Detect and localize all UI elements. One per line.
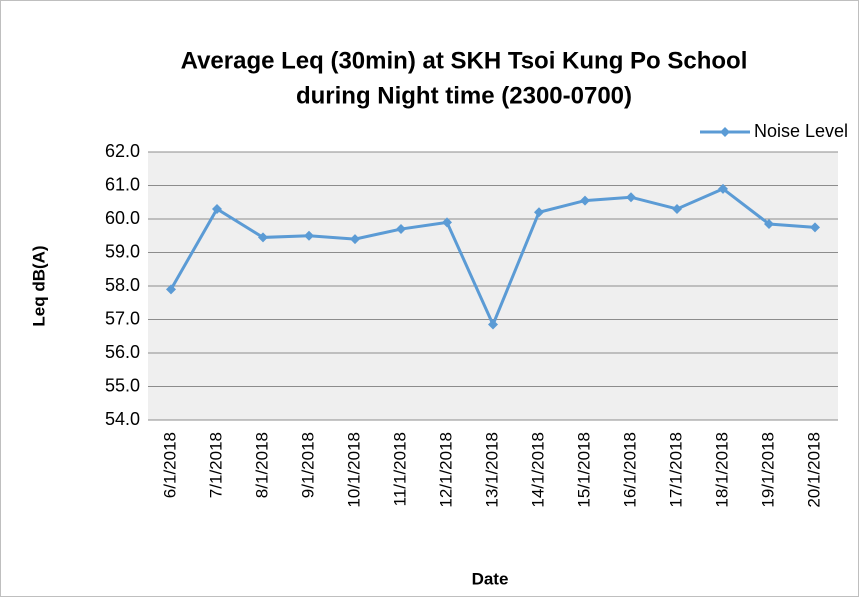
y-tick-label: 58.0 xyxy=(105,275,140,295)
chart-title: during Night time (2300-0700) xyxy=(296,82,632,109)
point-marker xyxy=(718,183,728,194)
x-tick-label: 16/1/2018 xyxy=(620,432,639,508)
x-tick-label: 19/1/2018 xyxy=(758,432,777,508)
x-tick-label: 11/1/2018 xyxy=(390,432,409,506)
x-tick-label: 18/1/2018 xyxy=(712,432,731,508)
point-marker xyxy=(626,192,636,203)
x-tick-label: 6/1/2018 xyxy=(160,432,179,498)
x-tick-label: 14/1/2018 xyxy=(528,432,547,508)
x-tick-label: 12/1/2018 xyxy=(436,432,455,508)
legend-marker xyxy=(720,127,730,137)
y-tick-label: 60.0 xyxy=(105,208,140,228)
x-tick-label: 8/1/2018 xyxy=(252,432,271,498)
y-tick-label: 56.0 xyxy=(105,342,140,362)
point-marker xyxy=(258,232,268,243)
x-tick-label: 15/1/2018 xyxy=(574,432,593,508)
y-tick-label: 62.0 xyxy=(105,141,140,161)
point-marker xyxy=(534,207,544,218)
point-marker xyxy=(442,217,452,228)
x-tick-label: 7/1/2018 xyxy=(206,432,225,498)
x-tick-label: 10/1/2018 xyxy=(344,432,363,508)
y-tick-label: 61.0 xyxy=(105,174,140,194)
point-marker xyxy=(166,284,176,295)
legend-label: Noise Level xyxy=(754,121,848,141)
point-marker xyxy=(764,219,774,230)
x-axis-label: Date xyxy=(472,569,509,588)
y-tick-label: 59.0 xyxy=(105,241,140,261)
x-tick-label: 13/1/2018 xyxy=(482,432,501,508)
point-marker xyxy=(212,203,222,214)
x-tick-label: 17/1/2018 xyxy=(666,432,685,508)
y-tick-label: 57.0 xyxy=(105,308,140,328)
point-marker xyxy=(396,224,406,235)
y-axis-label: Leq dB(A) xyxy=(29,245,48,326)
point-marker xyxy=(488,319,498,330)
point-marker xyxy=(810,222,820,233)
point-marker xyxy=(350,234,360,245)
chart-title: Average Leq (30min) at SKH Tsoi Kung Po … xyxy=(181,47,748,74)
x-tick-label: 20/1/2018 xyxy=(804,432,823,508)
point-marker xyxy=(672,203,682,214)
y-tick-label: 55.0 xyxy=(105,375,140,395)
x-tick-label: 9/1/2018 xyxy=(298,432,317,498)
y-tick-label: 54.0 xyxy=(105,409,140,429)
point-marker xyxy=(580,195,590,206)
point-marker xyxy=(304,230,314,241)
